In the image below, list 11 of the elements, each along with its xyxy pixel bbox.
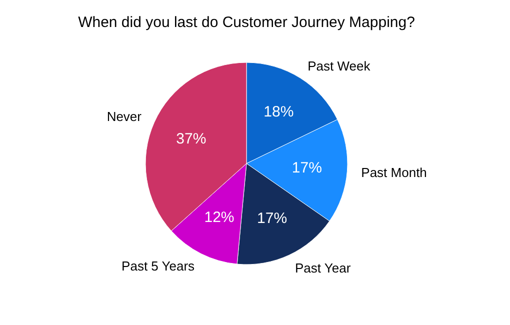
slice-label: Past 5 Years [122, 258, 196, 274]
data-label: 37% [176, 130, 206, 148]
data-label: 12% [204, 209, 234, 226]
data-label: 18% [264, 104, 294, 121]
chart-title: When did you last do Customer Journey Mapping? [78, 14, 415, 31]
slice-label: Past Year [295, 260, 352, 276]
data-label: 17% [257, 210, 288, 227]
data-label: 17% [292, 160, 322, 177]
slice-label: Past Month [361, 164, 427, 180]
slice-label: Past Week [308, 58, 371, 74]
slice-label: Never [106, 109, 142, 124]
